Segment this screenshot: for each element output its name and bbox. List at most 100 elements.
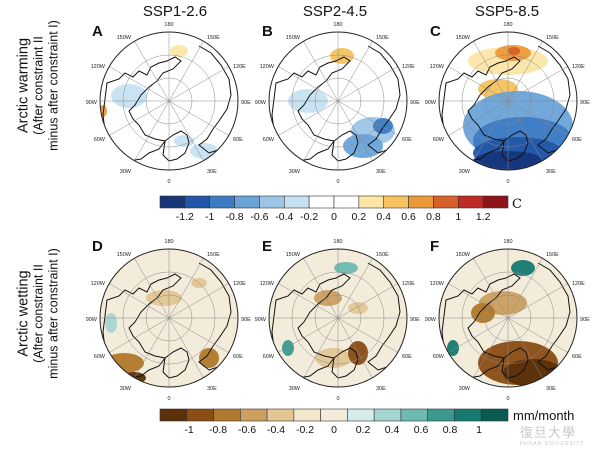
temperature-tick-label: 0.8: [426, 211, 441, 223]
temperature-swatch: [482, 195, 509, 209]
precip-colorbar: -1 -0.8 -0.6 -0.4 -0.2 0 0.2 0.4 0.6 0.8 1: [159, 408, 509, 436]
column-title-ssp585: SSP5-8.5: [474, 3, 540, 20]
map-panel-d: 180 0 150W 150E 120W 120E 90W 90E 60W 60E 30W 30E: [86, 239, 251, 402]
longitude-label: 120W: [91, 64, 106, 70]
longitude-label: 0: [506, 179, 509, 185]
meridian-line: [448, 283, 509, 319]
meridian-line: [507, 100, 543, 161]
map-border: [99, 31, 239, 171]
anomaly-region: [511, 260, 535, 276]
temperature-swatch: [234, 195, 260, 209]
coastline-greenland: [331, 130, 359, 162]
longitude-label: 150W: [117, 35, 132, 41]
panel-letter-c: C: [430, 23, 441, 40]
meridian-line: [109, 100, 170, 136]
meridian-line: [303, 258, 339, 319]
anomaly-region: [282, 340, 294, 356]
longitude-label: 60E: [402, 354, 412, 360]
meridian-line: [278, 100, 339, 136]
longitude-label: 180: [333, 22, 342, 28]
longitude-label: 30E: [546, 386, 556, 392]
precip-swatch: [400, 408, 428, 422]
longitude-label: 90E: [580, 100, 590, 106]
longitude-label: 30E: [546, 169, 556, 175]
longitude-label: 150W: [286, 252, 301, 258]
precip-swatch: [159, 408, 188, 422]
map-fill: [100, 249, 238, 387]
map-border: [268, 31, 408, 171]
longitude-label: 60W: [433, 137, 445, 143]
anomaly-region: [105, 313, 117, 333]
longitude-label: 120W: [430, 64, 445, 70]
anomaly-region: [508, 47, 520, 55]
meridian-line: [168, 66, 229, 102]
coastline-eurasia: [537, 45, 571, 154]
temperature-tick-label: -0.6: [250, 211, 268, 223]
meridian-line: [507, 317, 543, 378]
meridian-line: [337, 100, 373, 161]
meridian-line: [134, 258, 170, 319]
longitude-label: 0: [167, 396, 170, 402]
precip-swatch: [213, 408, 241, 422]
panel-letter-d: D: [92, 238, 103, 255]
university-watermark: 復旦大學 FUDAN UNIVERSITY: [520, 422, 585, 447]
temperature-tick-label: 1.2: [476, 211, 491, 223]
longitude-label: 120W: [260, 281, 275, 287]
temperature-swatch: [308, 195, 335, 209]
coastline-greenland: [162, 130, 190, 162]
anomaly-region: [471, 303, 495, 323]
longitude-label: 30W: [459, 169, 471, 175]
meridian-line: [303, 100, 339, 161]
temperature-swatch: [159, 195, 186, 209]
watermark-subtext: FUDAN UNIVERSITY: [520, 441, 585, 447]
precip-swatch: [427, 408, 455, 422]
temperature-tick-label: 0.4: [376, 211, 391, 223]
map-panel-b: 180 0 150W 150E 120W 120E 90W 90E 60W 60E 30W 30E: [255, 22, 420, 185]
coastline-greenland: [331, 347, 359, 379]
precip-swatch: [454, 408, 482, 422]
temperature-swatch: [408, 195, 434, 209]
longitude-label: 0: [336, 396, 339, 402]
anomaly-region: [447, 340, 459, 356]
coastline-eurasia: [198, 45, 232, 154]
temperature-tick-label: 0.2: [352, 211, 367, 223]
precip-tick-label: 1: [476, 424, 482, 436]
longitude-label: 60E: [233, 137, 243, 143]
map-border: [438, 248, 578, 388]
meridian-line: [507, 41, 543, 102]
map-border: [438, 31, 578, 171]
longitude-label: 0: [506, 396, 509, 402]
temperature-swatch: [383, 195, 409, 209]
precip-tick-label: 0.2: [356, 424, 371, 436]
meridian-line: [109, 66, 170, 102]
watermark-text: 復旦大學: [520, 426, 577, 441]
longitude-label: 0: [336, 179, 339, 185]
longitude-label: 30E: [207, 386, 217, 392]
meridian-line: [303, 41, 339, 102]
precip-swatch: [240, 408, 268, 422]
meridian-line: [303, 317, 339, 378]
longitude-label: 60W: [263, 354, 275, 360]
longitude-label: 120W: [91, 281, 106, 287]
column-title-ssp245: SSP2-4.5: [302, 3, 368, 20]
meridian-line: [168, 317, 204, 378]
temperature-tick-label: 1: [455, 211, 461, 223]
longitude-label: 90E: [241, 100, 251, 106]
longitude-label: 60W: [94, 354, 106, 360]
meridian-line: [278, 317, 339, 353]
temperature-tick-label: 0.6: [401, 211, 416, 223]
longitude-label: 30W: [289, 169, 301, 175]
precip-swatch: [373, 408, 402, 422]
map-fill: [100, 32, 238, 170]
longitude-label: 90E: [580, 317, 590, 323]
precip-swatch: [186, 408, 214, 422]
longitude-label: 120W: [430, 281, 445, 287]
temperature-tick-label: -0.4: [275, 211, 293, 223]
longitude-label: 30W: [120, 386, 132, 392]
meridian-line: [168, 258, 204, 319]
anomaly-region: [334, 262, 358, 274]
coastline-greenland: [501, 347, 529, 379]
longitude-label: 180: [333, 239, 342, 245]
precip-tick-label: -0.8: [209, 424, 227, 436]
